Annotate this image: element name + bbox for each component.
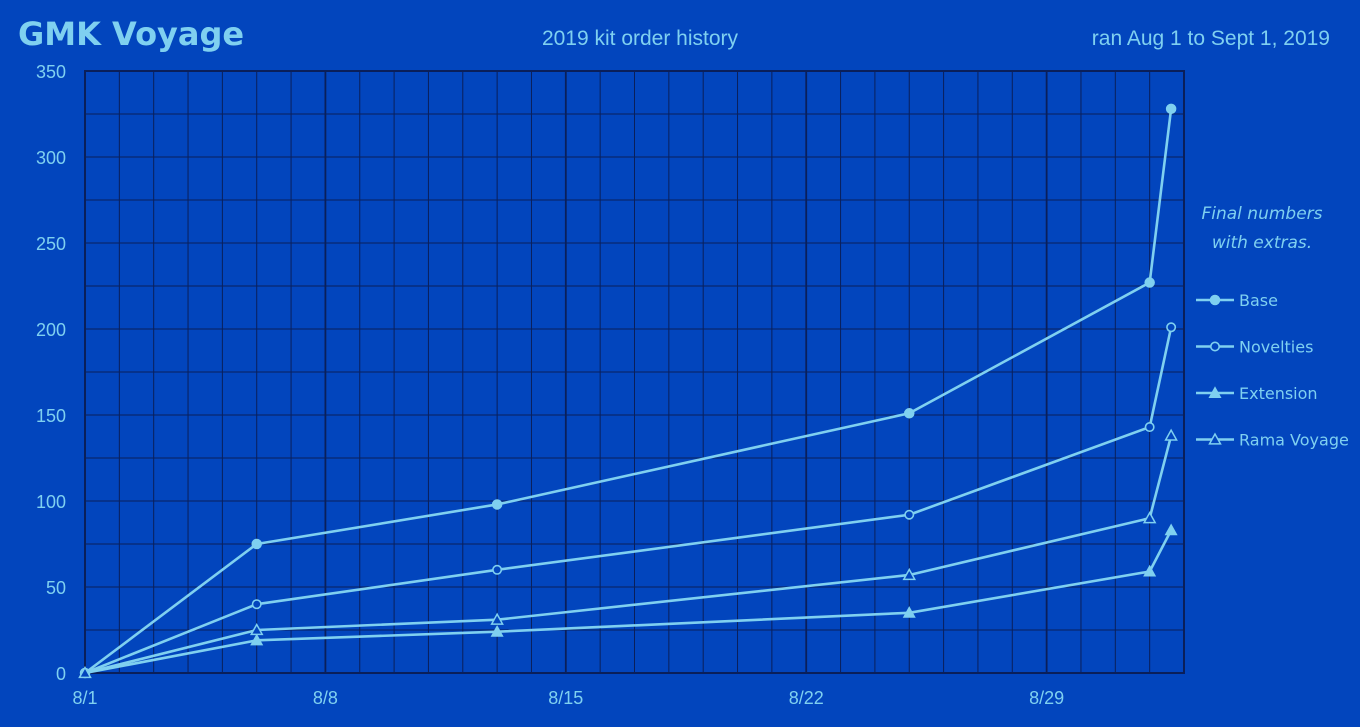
x-tick-label: 8/1 [72, 688, 97, 708]
data-point-rama-voyage [902, 567, 917, 581]
y-tick-label: 250 [36, 234, 66, 254]
chart-note-line-1: Final numbers [1201, 204, 1322, 224]
data-point-extension [250, 633, 264, 646]
y-tick-label: 50 [46, 578, 66, 598]
series-line-extension [84, 529, 1173, 675]
data-point-novelties [1166, 322, 1177, 333]
x-tick-label: 8/22 [789, 688, 824, 708]
data-point-novelties [492, 564, 503, 575]
legend-swatch-marker [1209, 294, 1221, 306]
legend-item-base: Base [1196, 291, 1278, 310]
data-point-base [491, 499, 503, 510]
data-point-base [1144, 277, 1155, 288]
series-extension [78, 523, 1178, 679]
series-line-novelties [84, 327, 1173, 675]
x-tick-label: 8/8 [313, 688, 338, 708]
legend-label: Extension [1239, 384, 1318, 403]
data-point-rama-voyage [490, 612, 504, 625]
legend-item-novelties: Novelties [1196, 338, 1313, 357]
y-tick-label: 300 [36, 148, 66, 168]
y-tick-label: 100 [36, 492, 66, 512]
legend-swatch-marker [1208, 432, 1222, 445]
series-layer [78, 103, 1178, 679]
data-point-novelties [904, 509, 915, 520]
series-rama-voyage [78, 428, 1178, 679]
data-point-rama-voyage [1164, 428, 1178, 441]
data-point-extension [1143, 564, 1157, 577]
y-axis-ticks: 0 50 100 150 200 250 300 350 [36, 62, 66, 684]
series-novelties [80, 322, 1177, 678]
legend-label: Novelties [1239, 338, 1313, 357]
series-base [79, 103, 1177, 679]
data-point-extension [902, 606, 916, 618]
series-line-rama-voyage [84, 435, 1173, 675]
data-point-extension [1164, 523, 1178, 536]
chart-date-range: ran Aug 1 to Sept 1, 2019 [1092, 27, 1330, 50]
plot-frame [84, 70, 1185, 674]
data-point-rama-voyage [78, 665, 92, 679]
legend-swatch-marker [1210, 341, 1221, 352]
data-point-rama-voyage [249, 622, 264, 636]
data-point-rama-voyage [1142, 511, 1157, 524]
legend-item-extension: Extension [1196, 384, 1318, 403]
data-point-base [904, 408, 915, 419]
series-line-base [84, 108, 1173, 675]
x-axis-ticks: 8/1 8/8 8/15 8/22 8/29 [72, 688, 1064, 708]
x-tick-label: 8/15 [548, 688, 583, 708]
legend-label: Rama Voyage [1239, 431, 1349, 450]
chart-note-line-2: with extras. [1212, 233, 1312, 253]
data-point-novelties [1144, 422, 1155, 433]
x-tick-label: 8/29 [1029, 688, 1064, 708]
legend-item-rama-voyage: Rama Voyage [1196, 431, 1349, 450]
y-tick-label: 150 [36, 406, 66, 426]
data-point-base [1165, 103, 1177, 115]
plot-grid [84, 70, 1185, 674]
y-tick-label: 0 [56, 664, 66, 684]
chart-title: GMK Voyage [18, 15, 244, 53]
legend-label: Base [1239, 291, 1278, 310]
legend: Base Novelties Extension Rama Voyage [1196, 291, 1349, 450]
data-point-extension [490, 624, 504, 637]
y-tick-label: 200 [36, 320, 66, 340]
y-tick-label: 350 [36, 62, 66, 82]
chart-subtitle: 2019 kit order history [542, 27, 739, 50]
legend-swatch-marker [1208, 386, 1222, 398]
data-point-novelties [251, 599, 262, 610]
data-point-base [251, 538, 262, 550]
